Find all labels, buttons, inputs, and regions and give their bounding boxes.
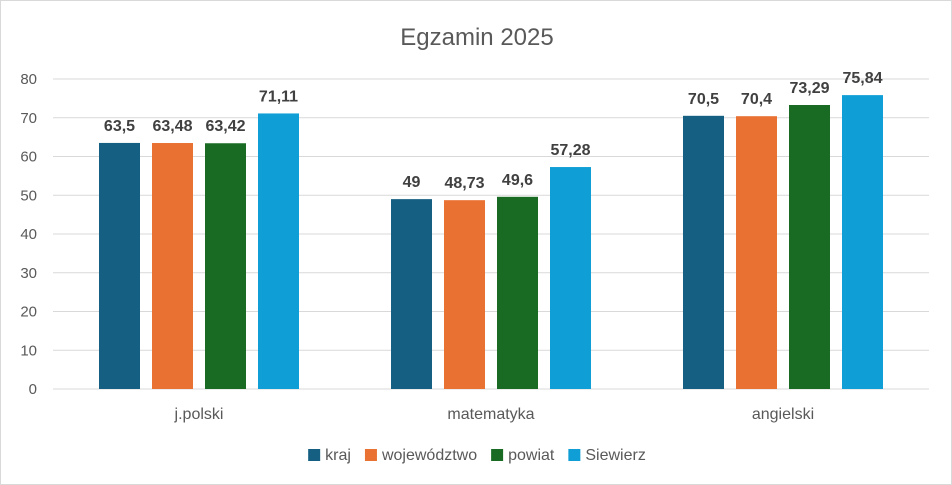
legend-swatch [364, 449, 377, 461]
data-label: 75,84 [842, 70, 882, 87]
legend-swatch [568, 449, 581, 461]
x-category-label: angielski [752, 406, 814, 423]
data-label: 57,28 [550, 142, 590, 159]
y-tick-label: 50 [20, 187, 37, 204]
bar-województwo-j.polski [152, 143, 193, 389]
y-tick-label: 0 [29, 381, 37, 398]
bar-kraj-matematyka [391, 199, 432, 389]
y-tick-label: 10 [20, 342, 37, 359]
y-tick-label: 30 [20, 265, 37, 282]
data-label: 63,5 [104, 118, 135, 135]
bar-województwo-matematyka [444, 200, 485, 389]
y-axis-ticks: 0 10 20 30 40 50 60 70 80 [20, 71, 37, 398]
bars [99, 95, 883, 390]
bar-powiat-matematyka [497, 196, 538, 389]
bar-Siewierz-angielski [842, 95, 883, 390]
legend-item: kraj [308, 447, 351, 464]
y-tick-label: 70 [20, 110, 37, 127]
bar-Siewierz-matematyka [550, 167, 591, 389]
legend: kraj województwo powiat Siewierz [308, 447, 646, 464]
gridlines [53, 78, 929, 390]
legend-item: powiat [491, 447, 555, 464]
data-label: 63,48 [152, 118, 192, 135]
bar-Siewierz-j.polski [258, 113, 299, 389]
data-label: 71,11 [259, 88, 298, 105]
x-axis-categories: j.polski matematyka angielski [174, 406, 815, 423]
legend-swatch [491, 449, 504, 461]
data-label: 70,4 [741, 91, 772, 108]
bar-kraj-j.polski [99, 142, 140, 389]
data-label: 63,42 [205, 118, 245, 135]
data-label: 73,29 [789, 80, 829, 97]
data-labels: 63,5 63,48 63,42 71,11 49 48,73 49,6 57,28 70,5 7… [104, 70, 883, 192]
legend-swatch [308, 449, 321, 461]
legend-label: Siewierz [585, 447, 645, 464]
data-label: 70,5 [688, 91, 719, 108]
y-tick-label: 20 [20, 304, 37, 321]
y-tick-label: 80 [20, 71, 37, 88]
bar-województwo-angielski [736, 116, 777, 389]
y-tick-label: 60 [20, 149, 37, 166]
chart-title: Egzamin 2025 [400, 24, 553, 51]
data-label: 49,6 [502, 172, 533, 189]
x-category-label: matematyka [447, 406, 534, 423]
bar-powiat-angielski [789, 105, 830, 389]
bar-kraj-angielski [683, 115, 724, 389]
legend-item: województwo [364, 447, 477, 464]
legend-label: województwo [381, 447, 477, 464]
x-category-label: j.polski [174, 406, 224, 423]
legend-label: powiat [508, 447, 555, 464]
bar-powiat-j.polski [205, 143, 246, 389]
legend-item: Siewierz [568, 447, 646, 464]
y-tick-label: 40 [20, 226, 37, 243]
legend-label: kraj [325, 447, 351, 464]
data-label: 49 [403, 174, 421, 191]
data-label: 48,73 [444, 175, 484, 192]
